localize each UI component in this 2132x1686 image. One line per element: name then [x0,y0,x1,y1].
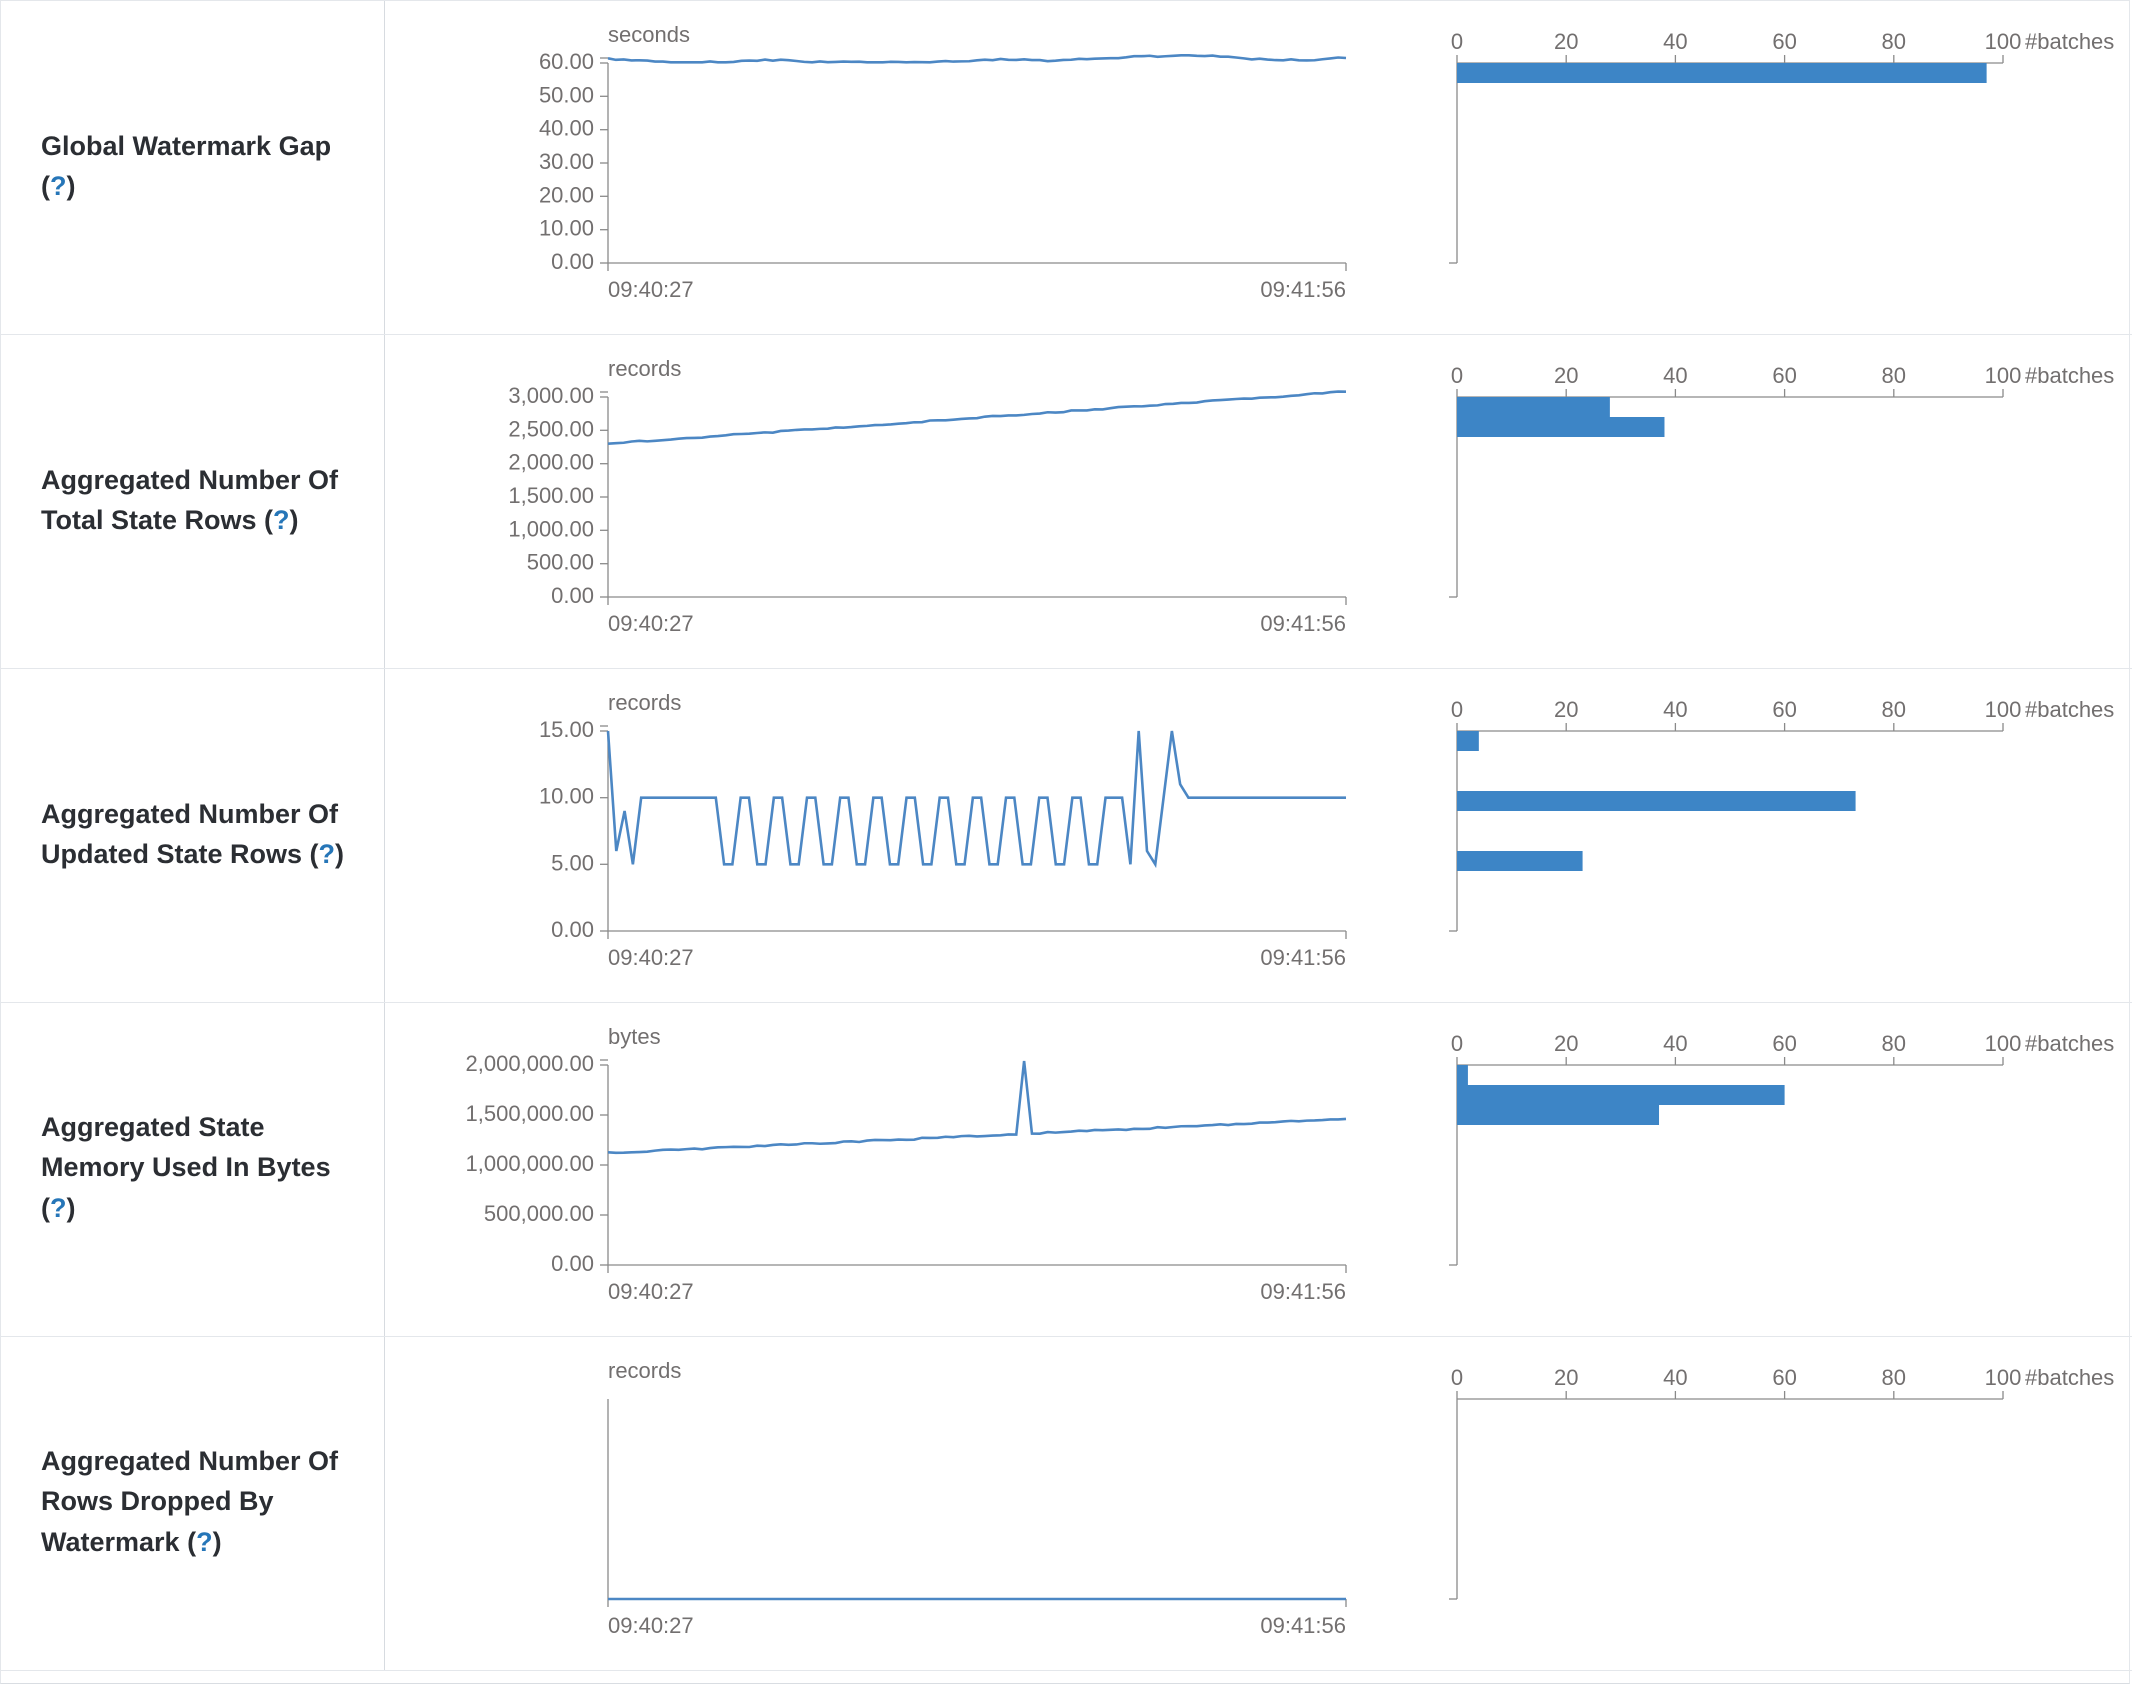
svg-text:0.00: 0.00 [551,917,594,942]
svg-text:20: 20 [1554,29,1578,54]
svg-text:0: 0 [1451,697,1463,722]
svg-text:60: 60 [1772,1031,1796,1056]
svg-text:20.00: 20.00 [539,182,594,207]
svg-text:80: 80 [1882,1031,1906,1056]
svg-text:09:41:56: 09:41:56 [1260,611,1346,636]
svg-text:09:41:56: 09:41:56 [1260,945,1346,970]
svg-text:100: 100 [1985,363,2022,388]
svg-text:1,500.00: 1,500.00 [508,483,594,508]
svg-text:20: 20 [1554,697,1578,722]
svg-text:0: 0 [1451,1031,1463,1056]
svg-text:100: 100 [1985,697,2022,722]
svg-text:0.00: 0.00 [551,1251,594,1276]
svg-text:60: 60 [1772,29,1796,54]
svg-text:seconds: seconds [608,22,690,47]
svg-text:500,000.00: 500,000.00 [484,1201,594,1226]
svg-text:#batches: #batches [2025,363,2114,388]
svg-text:60: 60 [1772,363,1796,388]
svg-text:#batches: #batches [2025,1365,2114,1390]
svg-text:1,500,000.00: 1,500,000.00 [466,1101,594,1126]
svg-text:20: 20 [1554,363,1578,388]
svg-text:#batches: #batches [2025,1031,2114,1056]
svg-text:2,500.00: 2,500.00 [508,416,594,441]
svg-text:40: 40 [1663,697,1687,722]
svg-text:40.00: 40.00 [539,116,594,141]
svg-text:0.00: 0.00 [551,583,594,608]
svg-text:500.00: 500.00 [527,550,594,575]
svg-text:0: 0 [1451,29,1463,54]
svg-text:records: records [608,356,681,381]
svg-text:60.00: 60.00 [539,49,594,74]
svg-text:#batches: #batches [2025,29,2114,54]
svg-text:2,000,000.00: 2,000,000.00 [466,1051,594,1076]
svg-text:100: 100 [1985,1365,2022,1390]
svg-text:3,000.00: 3,000.00 [508,383,594,408]
svg-text:1,000,000.00: 1,000,000.00 [466,1151,594,1176]
svg-text:40: 40 [1663,29,1687,54]
svg-text:#batches: #batches [2025,697,2114,722]
svg-text:09:40:27: 09:40:27 [608,611,694,636]
svg-text:100: 100 [1985,29,2022,54]
svg-text:40: 40 [1663,363,1687,388]
svg-text:80: 80 [1882,363,1906,388]
svg-text:0: 0 [1451,363,1463,388]
svg-text:5.00: 5.00 [551,850,594,875]
svg-text:80: 80 [1882,697,1906,722]
svg-text:09:41:56: 09:41:56 [1260,1613,1346,1638]
svg-text:40: 40 [1663,1031,1687,1056]
svg-text:10.00: 10.00 [539,784,594,809]
svg-text:80: 80 [1882,1365,1906,1390]
svg-text:2,000.00: 2,000.00 [508,450,594,475]
svg-text:15.00: 15.00 [539,717,594,742]
svg-text:80: 80 [1882,29,1906,54]
svg-text:1,000.00: 1,000.00 [508,516,594,541]
svg-text:100: 100 [1985,1031,2022,1056]
svg-text:09:40:27: 09:40:27 [608,1613,694,1638]
svg-text:0.00: 0.00 [551,249,594,274]
svg-text:40: 40 [1663,1365,1687,1390]
svg-text:09:40:27: 09:40:27 [608,277,694,302]
svg-text:09:41:56: 09:41:56 [1260,277,1346,302]
svg-text:records: records [608,1358,681,1383]
svg-text:10.00: 10.00 [539,216,594,241]
svg-text:records: records [608,690,681,715]
svg-text:20: 20 [1554,1031,1578,1056]
svg-text:09:41:56: 09:41:56 [1260,1279,1346,1304]
svg-text:09:40:27: 09:40:27 [608,945,694,970]
svg-text:50.00: 50.00 [539,82,594,107]
svg-text:0: 0 [1451,1365,1463,1390]
svg-text:30.00: 30.00 [539,149,594,174]
svg-text:bytes: bytes [608,1024,661,1049]
svg-text:60: 60 [1772,1365,1796,1390]
svg-text:09:40:27: 09:40:27 [608,1279,694,1304]
svg-text:60: 60 [1772,697,1796,722]
svg-text:20: 20 [1554,1365,1578,1390]
